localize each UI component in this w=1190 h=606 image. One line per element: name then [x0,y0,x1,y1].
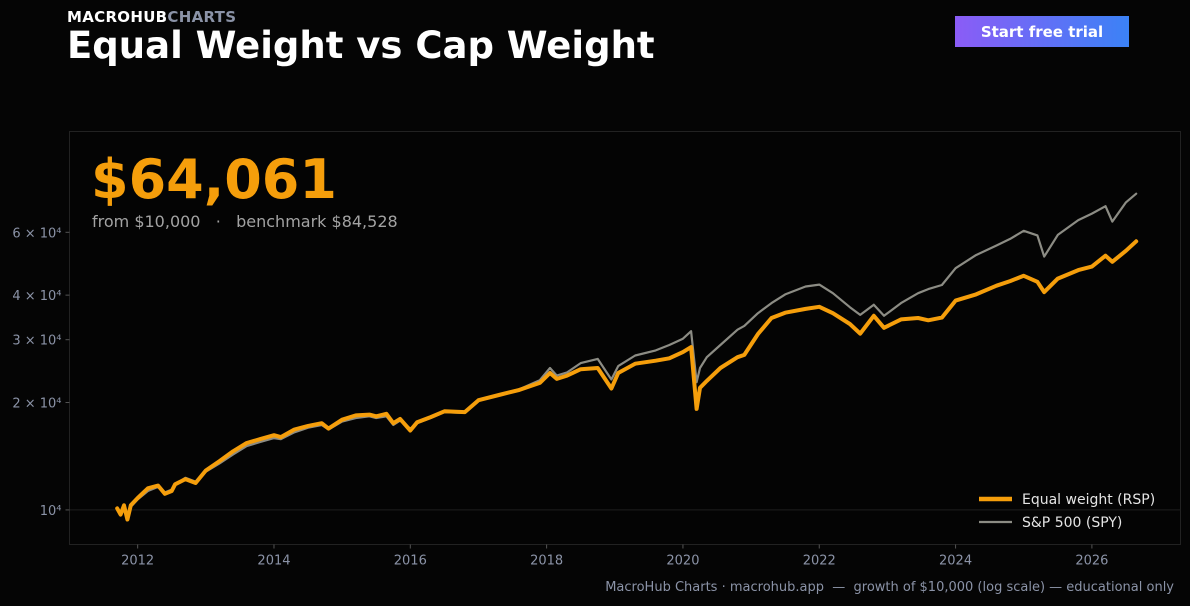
axes: 2012 2014 2016 2018 2020 2022 2024 2026 10⁴ 2 × 1… [12,226,1181,569]
legend: Equal weight (RSP) S&P 500 (SPY) [979,492,1155,531]
value-subtitle: from $10,000 · benchmark $84,528 [92,212,398,231]
start-free-trial-button[interactable]: Start free trial [955,16,1129,47]
y-tick-label: 6 × 10⁴ [12,226,61,241]
series-line-equal-weight [115,239,1139,522]
plot-frame [69,131,1181,545]
start-value-text: from $10,000 [92,212,201,231]
x-tick-label: 2016 [394,554,427,569]
x-tick-label: 2014 [257,554,290,569]
x-tick-label: 2022 [803,554,836,569]
y-tick-label: 3 × 10⁴ [12,334,61,349]
x-tick-label: 2018 [530,554,563,569]
y-tick-label: 10⁴ [40,504,62,519]
x-tick-label: 2012 [121,554,154,569]
page-title: Equal Weight vs Cap Weight [67,24,655,67]
y-tick-label: 4 × 10⁴ [12,289,61,304]
x-tick-label: 2026 [1075,554,1108,569]
brand-logo: MACROHUBCHARTS [67,8,236,26]
x-tick-label: 2024 [939,554,972,569]
y-tick-label: 2 × 10⁴ [12,397,61,412]
final-value: $64,061 [91,148,337,211]
legend-label: S&P 500 (SPY) [1022,515,1122,531]
footer-note: MacroHub Charts · macrohub.app — growth … [605,580,1174,595]
x-tick-label: 2020 [666,554,699,569]
separator: · [215,212,221,231]
brand-name-primary: MACROHUB [67,8,168,26]
series-layer [115,192,1139,522]
benchmark-value-text: benchmark $84,528 [236,212,398,231]
legend-label: Equal weight (RSP) [1022,492,1155,508]
brand-name-secondary: CHARTS [167,8,237,26]
